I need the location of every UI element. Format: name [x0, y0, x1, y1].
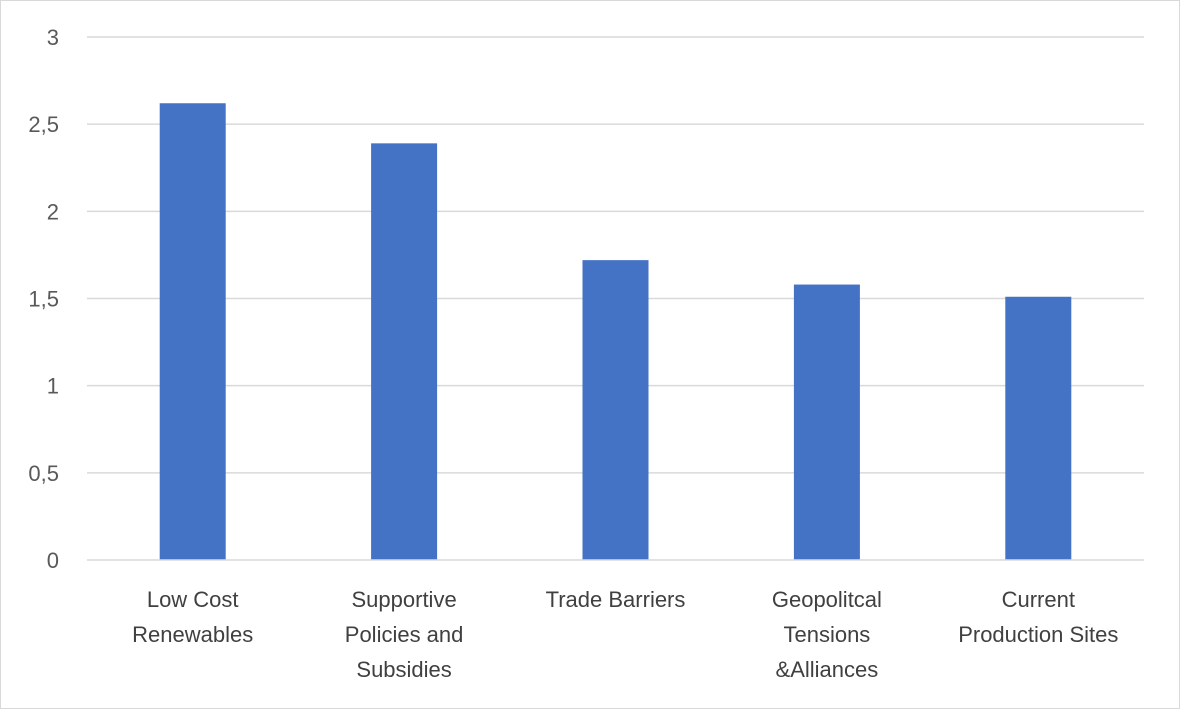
x-category-label: Tensions	[783, 622, 870, 647]
x-category-label: Trade Barriers	[546, 587, 686, 612]
x-category-label: Renewables	[132, 622, 253, 647]
x-category-label: Geopolitcal	[772, 587, 882, 612]
y-tick-label: 1	[47, 374, 59, 399]
bar	[582, 260, 649, 560]
y-tick-label: 0	[47, 548, 59, 573]
y-tick-label: 1,5	[28, 287, 59, 312]
y-tick-label: 3	[47, 25, 59, 50]
x-category-label: &Alliances	[776, 657, 879, 682]
x-category-label: Low Cost	[147, 587, 239, 612]
bar	[371, 143, 438, 561]
y-tick-label: 0,5	[28, 461, 59, 486]
x-category-label: Production Sites	[958, 622, 1118, 647]
bar	[1005, 296, 1072, 560]
bars	[159, 103, 1072, 561]
x-category-label: Subsidies	[356, 657, 451, 682]
x-category-label: Supportive	[352, 587, 457, 612]
y-tick-label: 2	[47, 199, 59, 224]
x-category-label: Policies and	[345, 622, 464, 647]
x-axis-category-labels: Low Cost Renewables Supportive Policies and…	[132, 587, 1118, 682]
x-category-label: Current	[1002, 587, 1075, 612]
y-tick-label: 2,5	[28, 112, 59, 137]
bar	[159, 103, 226, 560]
bar	[793, 284, 860, 560]
y-axis-tick-labels: 0 0,5 1 1,5 2 2,5 3	[28, 25, 59, 573]
